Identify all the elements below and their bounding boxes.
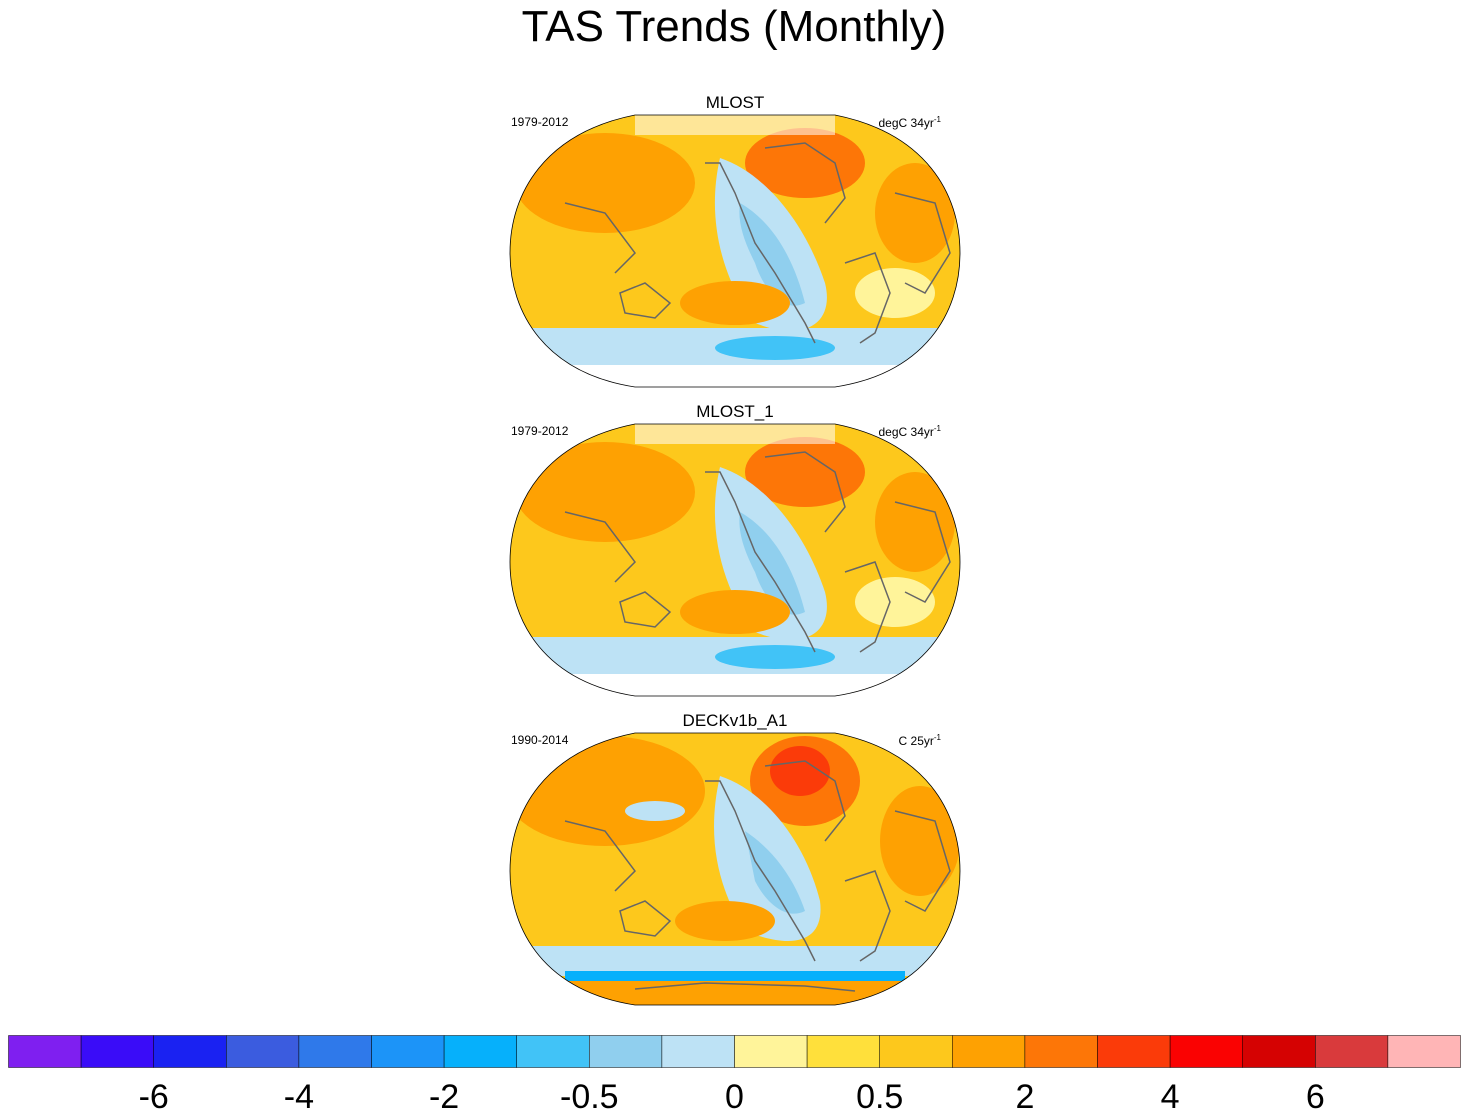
colorbar-box bbox=[1315, 1035, 1389, 1068]
colorbar-tick-labels: -6 -4 -2 -0.5 0 0.5 2 4 6 bbox=[139, 1078, 1325, 1115]
panel-units: degC 34yr-1 bbox=[878, 424, 942, 439]
colorbar-box bbox=[443, 1035, 517, 1068]
south-pacific-warm bbox=[675, 901, 775, 941]
map-outline bbox=[509, 732, 961, 1006]
africa-warm bbox=[875, 163, 955, 263]
colorbar-box bbox=[806, 1035, 880, 1068]
south-atlantic-weak bbox=[855, 268, 935, 318]
trend-map bbox=[509, 732, 961, 1006]
colorbar-box bbox=[952, 1035, 1026, 1068]
panel-period: 1979-2012 bbox=[511, 424, 569, 438]
colorbar-box bbox=[153, 1035, 227, 1068]
panel-units: C 25yr-1 bbox=[898, 733, 941, 748]
colorbar-tick-label: 0.5 bbox=[856, 1078, 903, 1115]
coastlines bbox=[564, 451, 951, 653]
colorbar-box bbox=[371, 1035, 445, 1068]
colorbar-tick-label: 4 bbox=[1161, 1078, 1180, 1115]
colorbar-tick-label: 2 bbox=[1015, 1078, 1034, 1115]
panel-title: DECKv1b_A1 bbox=[682, 711, 788, 730]
africa-warm bbox=[875, 472, 955, 572]
panel-period: 1990-2014 bbox=[511, 733, 569, 747]
arctic-warm bbox=[745, 437, 865, 507]
figure-title: TAS Trends (Monthly) bbox=[521, 2, 947, 51]
panel-title: MLOST_1 bbox=[696, 402, 774, 421]
antarctica-missing bbox=[510, 674, 960, 696]
panel-mlost-1: MLOST_1 1979-2012 degC 34yr-1 bbox=[505, 402, 965, 702]
southern-ocean-core bbox=[715, 645, 835, 669]
colorbar-box bbox=[80, 1035, 154, 1068]
colorbar-box bbox=[1169, 1035, 1243, 1068]
africa-warm bbox=[880, 786, 960, 896]
colorbar-box bbox=[298, 1035, 372, 1068]
colorbar-box bbox=[734, 1035, 808, 1068]
north-pacific-cool bbox=[625, 801, 685, 821]
colorbar-box bbox=[661, 1035, 735, 1068]
map-outline bbox=[509, 423, 961, 697]
coastlines bbox=[564, 142, 951, 344]
colorbar-box bbox=[589, 1035, 663, 1068]
colorbar-tick-label: -0.5 bbox=[560, 1078, 619, 1115]
asia-warm bbox=[515, 442, 695, 542]
colorbar-box bbox=[516, 1035, 590, 1068]
colorbar-box bbox=[879, 1035, 953, 1068]
southern-ocean-core bbox=[565, 971, 905, 981]
colorbar: -6 -4 -2 -0.5 0 0.5 2 4 6 bbox=[8, 1035, 1461, 1115]
panel-deckv1b-a1: DECKv1b_A1 1990-2014 C 25yr-1 bbox=[505, 711, 965, 1011]
antarctica-warm bbox=[510, 981, 960, 1005]
arctic-warm bbox=[745, 128, 865, 198]
panel-period: 1979-2012 bbox=[511, 115, 569, 129]
arctic-missing bbox=[635, 424, 835, 444]
panel-title: MLOST bbox=[705, 93, 765, 112]
colorbar-boxes bbox=[8, 1035, 1461, 1068]
colorbar-tick-label: 0 bbox=[725, 1078, 744, 1115]
colorbar-box bbox=[8, 1035, 82, 1068]
antarctica-missing bbox=[510, 365, 960, 387]
trend-map bbox=[509, 423, 961, 697]
southern-ocean-core bbox=[715, 336, 835, 360]
asia-warm bbox=[515, 133, 695, 233]
colorbar-box bbox=[1387, 1035, 1461, 1068]
map-outline bbox=[509, 114, 961, 388]
pacific-cool-core bbox=[739, 512, 805, 615]
colorbar-tick-label: -4 bbox=[284, 1078, 314, 1115]
south-pacific-warm bbox=[680, 281, 790, 325]
colorbar-box bbox=[1024, 1035, 1098, 1068]
colorbar-box bbox=[226, 1035, 300, 1068]
trend-map bbox=[509, 114, 961, 388]
coastlines bbox=[564, 760, 951, 992]
pacific-cool-core bbox=[745, 831, 805, 914]
greenland-strong-warm bbox=[770, 746, 830, 796]
colorbar-box bbox=[1097, 1035, 1171, 1068]
colorbar-tick-label: 6 bbox=[1306, 1078, 1325, 1115]
colorbar-box bbox=[1242, 1035, 1316, 1068]
pacific-cool-core bbox=[739, 203, 805, 306]
colorbar-tick-label: -6 bbox=[139, 1078, 169, 1115]
arctic-missing bbox=[635, 115, 835, 135]
colorbar-tick-label: -2 bbox=[429, 1078, 459, 1115]
south-atlantic-weak bbox=[855, 577, 935, 627]
panel-units: degC 34yr-1 bbox=[878, 115, 942, 130]
south-pacific-warm bbox=[680, 590, 790, 634]
panel-mlost: MLOST 1979-2012 degC 34yr-1 bbox=[505, 93, 965, 393]
